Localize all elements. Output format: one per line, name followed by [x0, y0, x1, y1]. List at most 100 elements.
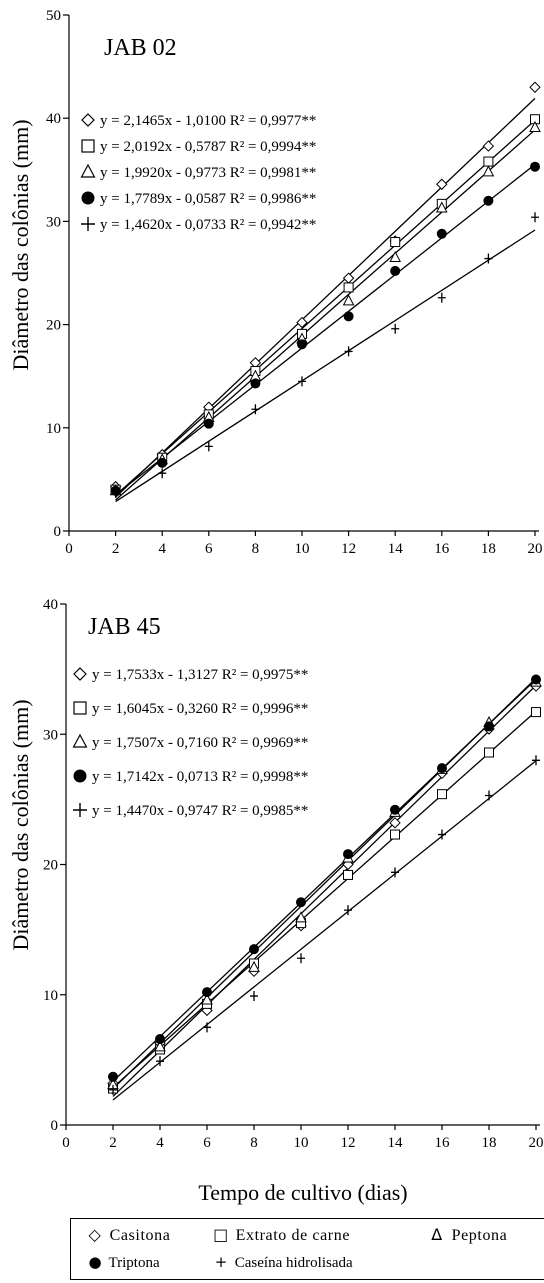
- legend-item-extrato-de-carne: □ Extrato de carne: [211, 1225, 350, 1245]
- equation-square-icon: [81, 139, 95, 153]
- x-tick-label: 6: [205, 541, 213, 557]
- data-point-plus: [109, 1084, 117, 1095]
- legend-triangle-icon: Δ: [431, 1225, 443, 1244]
- regression-equation: y = 1,6045x - 0,3260 R² = 0,9996**: [92, 701, 308, 717]
- x-tick-label: 2: [112, 541, 120, 557]
- data-point-circle: [436, 228, 447, 239]
- data-point-triangle: [154, 1040, 166, 1052]
- data-point-diamond: [296, 316, 308, 329]
- data-point-circle: [437, 763, 447, 774]
- data-point-plus: [391, 323, 400, 334]
- data-point-square: [390, 237, 401, 248]
- y-tick-label: 20: [43, 858, 58, 874]
- legend-diamond-icon: ◇: [88, 1225, 102, 1244]
- data-point-circle: [250, 378, 261, 389]
- y-axis-label-top: Diâmetro das colônias (mm): [8, 119, 33, 370]
- regression-equation: y = 1,9920x - 0,9773 R² = 0,9981**: [100, 165, 316, 181]
- data-point-diamond: [342, 272, 355, 284]
- x-tick-label: 12: [341, 541, 356, 557]
- x-tick-label: 0: [65, 541, 73, 557]
- x-tick-label: 10: [295, 541, 310, 557]
- chart-jab-02: 0 10 20 30 40 50 0 2 4 6 8 10 12 14 16 18 20 JAB 02 y = 2,…: [46, 8, 543, 557]
- data-point-plus: [111, 487, 120, 498]
- trend-line: [115, 119, 536, 496]
- x-tick-label: 18: [482, 1135, 497, 1151]
- data-point-circle: [530, 161, 540, 172]
- data-point-circle: [343, 849, 353, 860]
- data-point-square: [437, 789, 447, 800]
- legend-item-peptona: Δ Peptona: [427, 1225, 507, 1245]
- data-point-triangle: [482, 165, 495, 177]
- trend-line: [115, 129, 536, 501]
- equation-diamond-icon: [73, 667, 87, 681]
- data-point-circle: [203, 418, 214, 429]
- legend-square-icon: □: [213, 1225, 229, 1244]
- trend-line: [112, 710, 537, 1088]
- equation-diamond-icon: [81, 113, 95, 127]
- x-tick-label: 8: [250, 1135, 258, 1151]
- data-point-plus: [158, 468, 167, 479]
- x-tick-label: 18: [481, 541, 496, 557]
- data-point-circle: [202, 987, 212, 998]
- x-tick-label: 20: [529, 1135, 544, 1151]
- y-tick-label: 10: [43, 988, 58, 1004]
- data-point-plus: [344, 905, 352, 916]
- data-point-plus: [298, 376, 306, 387]
- regression-equation: y = 1,4620x - 0,0733 R² = 0,9942**: [100, 217, 316, 233]
- data-point-diamond: [389, 817, 401, 829]
- equation-circle-icon: [73, 769, 87, 783]
- y-tick-label: 20: [46, 318, 61, 334]
- equation-triangle-icon: [72, 733, 88, 748]
- x-tick-label: 4: [158, 541, 166, 557]
- trend-line: [112, 760, 537, 1101]
- legend-item-casitona: ◇ Casitona: [85, 1225, 170, 1245]
- data-point-circle: [343, 311, 354, 322]
- data-point-square: [531, 707, 541, 718]
- regression-equation: y = 1,7507x - 0,7160 R² = 0,9969**: [92, 735, 308, 751]
- data-point-triangle: [435, 201, 448, 213]
- regression-equation: y = 1,7789x - 0,0587 R² = 0,9986**: [100, 191, 316, 207]
- data-point-square: [390, 829, 400, 840]
- data-point-plus: [438, 829, 446, 840]
- equation-plus-icon: [81, 217, 95, 231]
- legend-label: Caseína hidrolisada: [234, 1255, 353, 1271]
- x-tick-label: 16: [435, 1135, 451, 1151]
- regression-equation: y = 1,7533x - 1,3127 R² = 0,9975**: [92, 667, 308, 683]
- data-point-circle: [249, 944, 259, 955]
- equation-triangle-icon: [80, 163, 96, 178]
- data-point-plus: [485, 790, 493, 801]
- data-point-plus: [344, 346, 353, 357]
- data-point-circle: [484, 721, 494, 732]
- trend-line: [112, 684, 537, 1097]
- data-point-square: [343, 282, 354, 293]
- data-point-plus: [204, 441, 213, 452]
- y-tick-label: 40: [43, 597, 58, 613]
- chart-title: JAB 02: [104, 35, 177, 61]
- x-tick-label: 20: [528, 541, 543, 557]
- legend-label: Casitona: [109, 1227, 171, 1244]
- trend-line: [115, 97, 536, 498]
- data-point-diamond: [529, 81, 541, 93]
- regression-equation: y = 2,0192x - 0,5787 R² = 0,9994**: [100, 139, 316, 155]
- data-point-plus: [203, 1022, 211, 1033]
- trend-line: [115, 229, 536, 503]
- data-point-plus: [156, 1056, 164, 1067]
- x-tick-label: 0: [62, 1135, 70, 1151]
- data-point-square: [343, 869, 353, 880]
- y-tick-label: 0: [51, 1118, 59, 1134]
- x-tick-label: 2: [109, 1135, 117, 1151]
- y-tick-label: 30: [43, 727, 58, 743]
- y-axis-label-bottom: Diâmetro das colônias (mm): [8, 699, 33, 950]
- data-point-circle: [155, 1034, 165, 1045]
- x-tick-label: 8: [252, 541, 260, 557]
- data-point-circle: [157, 457, 168, 468]
- data-point-circle: [108, 1071, 118, 1082]
- data-point-triangle: [342, 294, 355, 306]
- data-point-triangle: [201, 993, 213, 1005]
- x-tick-label: 16: [434, 541, 450, 557]
- x-tick-label: 6: [203, 1135, 211, 1151]
- data-point-plus: [391, 867, 399, 878]
- data-point-circle: [390, 804, 400, 815]
- regression-equation: y = 1,7142x - 0,0713 R² = 0,9998**: [92, 769, 308, 785]
